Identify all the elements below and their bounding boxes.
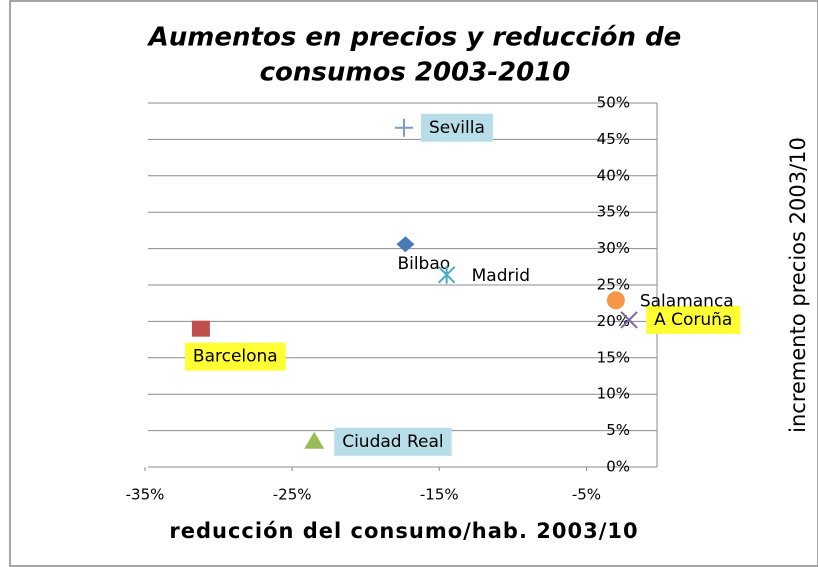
label-box xyxy=(334,427,452,456)
chart-title: Aumentos en precios y reducción de xyxy=(147,23,682,53)
label-box xyxy=(646,305,741,334)
marker xyxy=(620,311,638,329)
point-label: Barcelona xyxy=(184,342,286,371)
x-tick-label: -5% xyxy=(572,486,601,504)
marker xyxy=(396,236,415,253)
point-label: Sevilla xyxy=(420,113,493,142)
marker xyxy=(437,265,456,284)
chart-title: consumos 2003-2010 xyxy=(260,58,571,88)
y-tick-label: 35% xyxy=(597,203,630,221)
data-label: Salamanca xyxy=(640,291,734,311)
x-tick-label: -25% xyxy=(273,486,312,504)
data-label: A Coruña xyxy=(654,310,732,330)
point-label: Madrid xyxy=(472,266,530,286)
label-box xyxy=(184,342,286,371)
marker xyxy=(606,291,625,310)
y-tick-label: 40% xyxy=(597,166,630,184)
x-tick-label: -15% xyxy=(420,486,459,504)
y-tick-label: 25% xyxy=(597,276,630,294)
data-label: Sevilla xyxy=(429,118,485,138)
y-tick-label: 20% xyxy=(597,312,630,330)
point-label: Bilbao xyxy=(397,254,450,274)
y-tick-label: 10% xyxy=(597,385,630,403)
chart-frame xyxy=(9,0,818,567)
data-label: Madrid xyxy=(472,266,530,286)
point-label: Salamanca xyxy=(640,291,734,311)
y-axis-title: incremento precios 2003/10 xyxy=(786,137,810,433)
point-label: A Coruña xyxy=(646,305,741,334)
data-label: Bilbao xyxy=(397,254,450,274)
y-tick-label: 5% xyxy=(606,421,630,439)
point-label: Ciudad Real xyxy=(334,427,452,456)
y-tick-label: 45% xyxy=(597,130,630,148)
x-axis-title: reducción del consumo/hab. 2003/10 xyxy=(169,519,638,543)
y-tick-label: 15% xyxy=(597,348,630,366)
data-label: Ciudad Real xyxy=(342,432,443,452)
marker xyxy=(304,431,325,449)
x-tick-label: -35% xyxy=(126,486,165,504)
marker xyxy=(191,320,210,337)
data-label: Barcelona xyxy=(193,347,278,367)
marker xyxy=(394,118,413,137)
y-tick-label: 0% xyxy=(606,458,630,476)
y-tick-label: 50% xyxy=(597,94,630,112)
label-box xyxy=(420,113,493,142)
y-tick-label: 30% xyxy=(597,239,630,257)
